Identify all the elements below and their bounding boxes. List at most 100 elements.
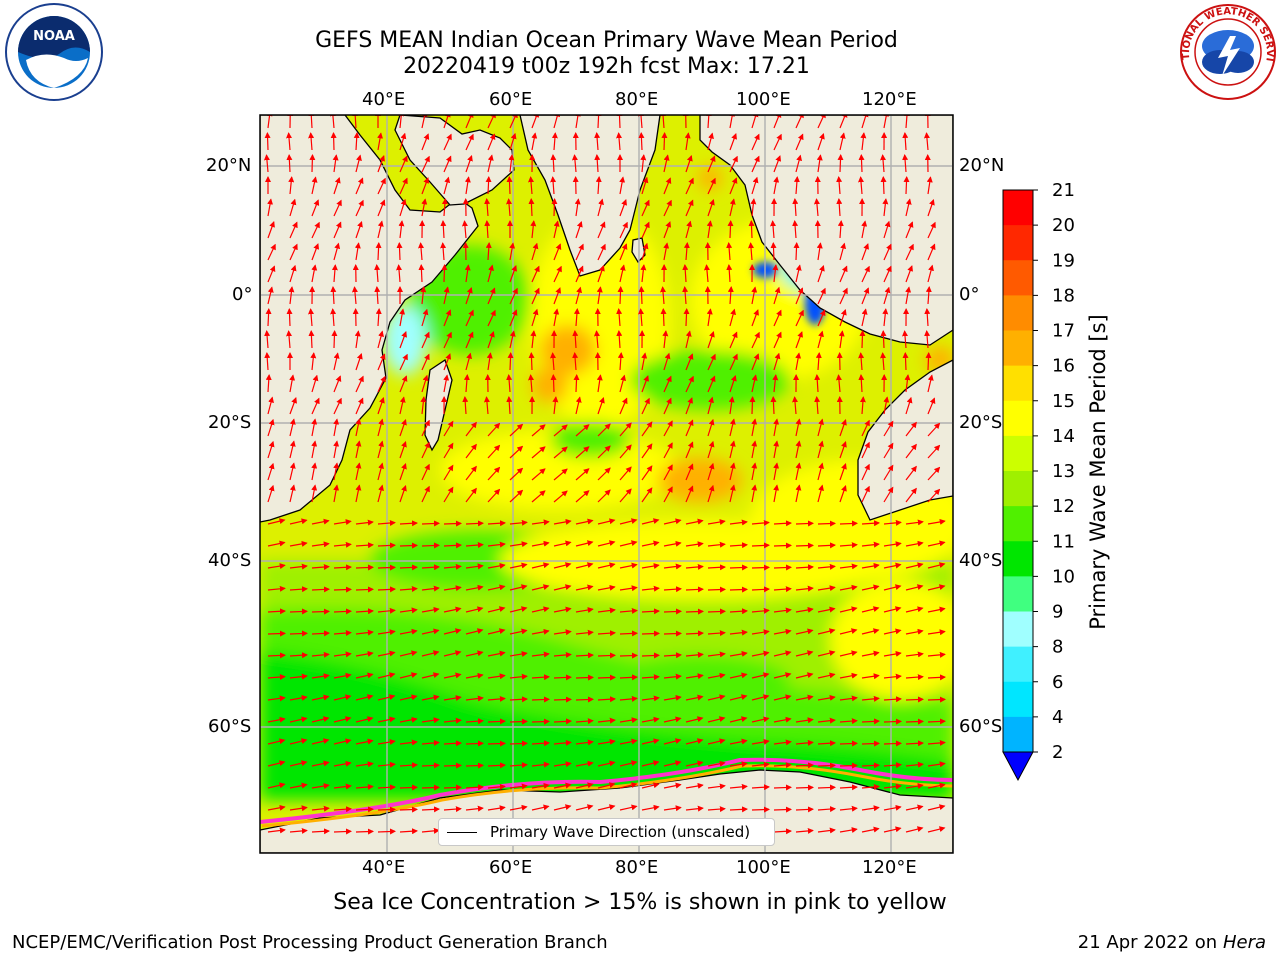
wave-arrow (729, 115, 736, 129)
wave-arrow (839, 419, 847, 437)
wave-arrow (399, 672, 418, 679)
wave-arrow (751, 440, 758, 459)
wave-arrow (462, 396, 469, 415)
wave-arrow (927, 374, 934, 393)
wave-arrow (883, 464, 894, 481)
wave-arrow (289, 716, 308, 723)
wave-arrow (663, 805, 682, 812)
wave-arrow (465, 672, 484, 679)
wave-arrow (286, 132, 293, 151)
colorbar-swatch (1003, 225, 1033, 261)
wave-arrow (528, 374, 535, 393)
wave-arrow (817, 606, 836, 613)
lat-tick-left-40s: 40°S (208, 550, 252, 571)
wave-arrow (418, 264, 425, 283)
wave-arrow (861, 805, 880, 812)
wave-arrow (421, 353, 430, 371)
wave-arrow (399, 198, 407, 217)
wave-arrow (682, 286, 689, 305)
wave-arrow (641, 760, 660, 767)
wave-arrow (311, 805, 330, 812)
wave-arrow (311, 462, 318, 481)
wave-arrow (707, 541, 726, 548)
wave-arrow (311, 397, 320, 415)
wave-arrow (487, 606, 506, 613)
wave-arrow (685, 805, 704, 812)
wave-arrow (793, 242, 800, 261)
wave-arrow (487, 628, 506, 635)
wave-arrow (374, 264, 381, 283)
wave-arrow (421, 520, 440, 527)
wave-arrow (509, 489, 524, 503)
wave-arrow (553, 629, 572, 636)
wave-arrow (751, 286, 758, 305)
wave-arrow (748, 242, 755, 261)
wave-arrow (905, 562, 924, 569)
wave-arrow (663, 486, 673, 503)
wave-arrow (575, 739, 594, 746)
wave-arrow (727, 220, 734, 239)
wave-arrow (377, 672, 396, 679)
wave-arrow (332, 154, 339, 173)
wave-arrow (682, 264, 689, 283)
wave-arrow (377, 542, 396, 549)
wave-arrow (267, 540, 286, 547)
wave-arrow (619, 652, 638, 659)
wave-arrow (308, 330, 315, 349)
wave-arrow (795, 331, 803, 349)
wave-arrow (267, 243, 276, 261)
wave-arrow (264, 132, 271, 151)
wave-arrow (267, 484, 275, 503)
wave-arrow (751, 629, 770, 636)
wave-arrow (487, 762, 506, 769)
wave-arrow (421, 585, 440, 592)
wave-arrow (355, 629, 374, 636)
wave-arrow (289, 827, 308, 834)
wave-arrow (641, 608, 660, 615)
wave-arrow (861, 762, 880, 769)
wave-arrow (663, 177, 672, 195)
wave-arrow (770, 220, 777, 239)
wave-arrow (729, 738, 748, 745)
wave-arrow (550, 352, 557, 371)
wave-arrow (706, 308, 713, 327)
wave-arrow (286, 308, 293, 327)
wave-arrow (773, 133, 782, 151)
wave-arrow (817, 132, 825, 151)
wave-arrow (792, 220, 799, 239)
wave-arrow (619, 760, 638, 767)
map-frame (259, 114, 954, 854)
wave-arrow (421, 155, 430, 173)
wave-arrow (707, 353, 716, 371)
wave-arrow (465, 695, 484, 702)
wave-arrow (858, 352, 865, 371)
wave-arrow (795, 606, 814, 613)
wave-arrow (861, 562, 880, 569)
wave-arrow (443, 672, 462, 679)
wave-arrow (465, 286, 473, 305)
wave-arrow (927, 696, 946, 703)
wave-arrow (377, 177, 386, 195)
wave-arrow (795, 806, 814, 813)
wave-arrow (421, 628, 440, 635)
wave-arrow (421, 827, 440, 834)
wave-arrow (377, 761, 396, 768)
colorbar-tick-label: 6 (1052, 672, 1063, 693)
wave-arrow (707, 716, 726, 723)
wave-arrow (640, 154, 647, 173)
colorbar-swatch (1003, 471, 1033, 507)
wave-arrow (861, 584, 880, 591)
wave-arrow (487, 466, 501, 481)
wave-arrow (883, 562, 902, 569)
wave-arrow (685, 353, 694, 371)
land-masses (260, 115, 953, 853)
wave-arrow (817, 287, 826, 305)
wave-arrow (835, 374, 842, 393)
wave-arrow (443, 486, 454, 503)
wave-arrow (751, 564, 770, 571)
wave-arrow (553, 651, 572, 658)
wave-arrow (331, 264, 338, 283)
wave-arrow (441, 198, 448, 217)
wave-arrow (531, 446, 546, 459)
wave-arrow (751, 176, 759, 195)
